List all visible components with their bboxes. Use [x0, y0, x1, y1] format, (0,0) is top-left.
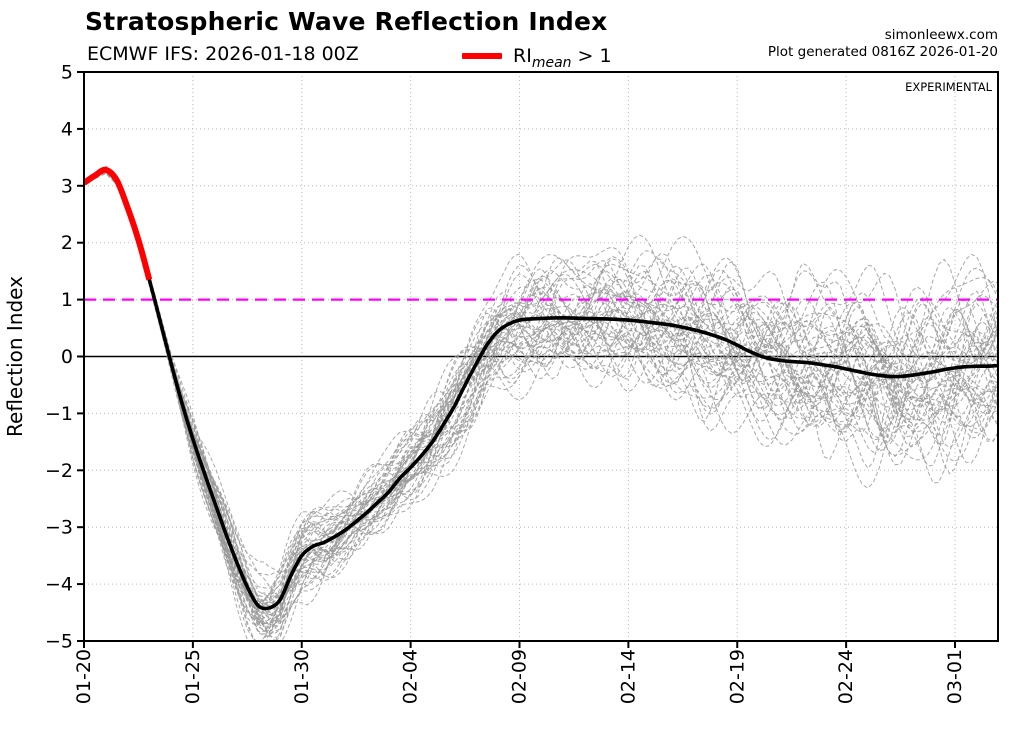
- generated-timestamp: Plot generated 0816Z 2026-01-20: [767, 44, 998, 60]
- page-title: Stratospheric Wave Reflection Index: [85, 7, 608, 36]
- x-tick-label: 01-25: [182, 649, 204, 704]
- y-tick-label: −4: [45, 574, 73, 596]
- x-tick-label: 02-19: [726, 649, 748, 704]
- y-tick-labels: 5 4 3 2 1 0 −1 −2 −3 −4 −5: [45, 62, 73, 653]
- mean-above-threshold-curve: [84, 166, 153, 281]
- y-tick-label: 4: [61, 118, 73, 140]
- legend-red-line-swatch: [462, 53, 502, 59]
- ensemble-mean-line: [84, 166, 998, 611]
- y-tick-label: −5: [45, 631, 73, 653]
- legend-label-subscript: mean: [531, 54, 572, 71]
- x-tick-label: 01-20: [73, 649, 95, 704]
- y-tick-label: 2: [61, 232, 73, 254]
- x-tick-label: 02-24: [835, 649, 857, 704]
- y-tick-label: −2: [45, 460, 73, 482]
- y-tick-label: 3: [61, 175, 73, 197]
- x-tick-labels: 01-20 01-25 01-30 02-04 02-09 02-14 02-19 02-24…: [73, 649, 966, 704]
- y-tick-label: 1: [61, 289, 73, 311]
- experimental-label: EXPERIMENTAL: [905, 80, 993, 94]
- y-tick-label: −1: [45, 403, 73, 425]
- y-tick-label: 5: [61, 62, 73, 84]
- ensemble-member-lines: [84, 165, 998, 641]
- axis-ticks: [77, 71, 956, 648]
- model-run-subtitle: ECMWF IFS: 2026-01-18 00Z: [87, 43, 359, 65]
- x-tick-label: 02-09: [509, 649, 531, 704]
- x-tick-label: 01-30: [291, 649, 313, 704]
- x-tick-label: 02-14: [617, 649, 639, 704]
- site-watermark: simonleewx.com: [884, 27, 998, 43]
- y-tick-label: 0: [61, 346, 73, 368]
- x-tick-label: 02-04: [400, 649, 422, 704]
- legend-label: RImean > 1: [513, 45, 612, 71]
- mean-curve: [84, 168, 998, 611]
- credit-block: simonleewx.com Plot generated 0816Z 2026…: [768, 27, 998, 61]
- y-axis-label: Reflection Index: [3, 276, 27, 437]
- legend: RImean > 1: [462, 44, 612, 71]
- y-tick-label: −3: [45, 517, 73, 539]
- x-tick-label: 03-01: [944, 649, 966, 704]
